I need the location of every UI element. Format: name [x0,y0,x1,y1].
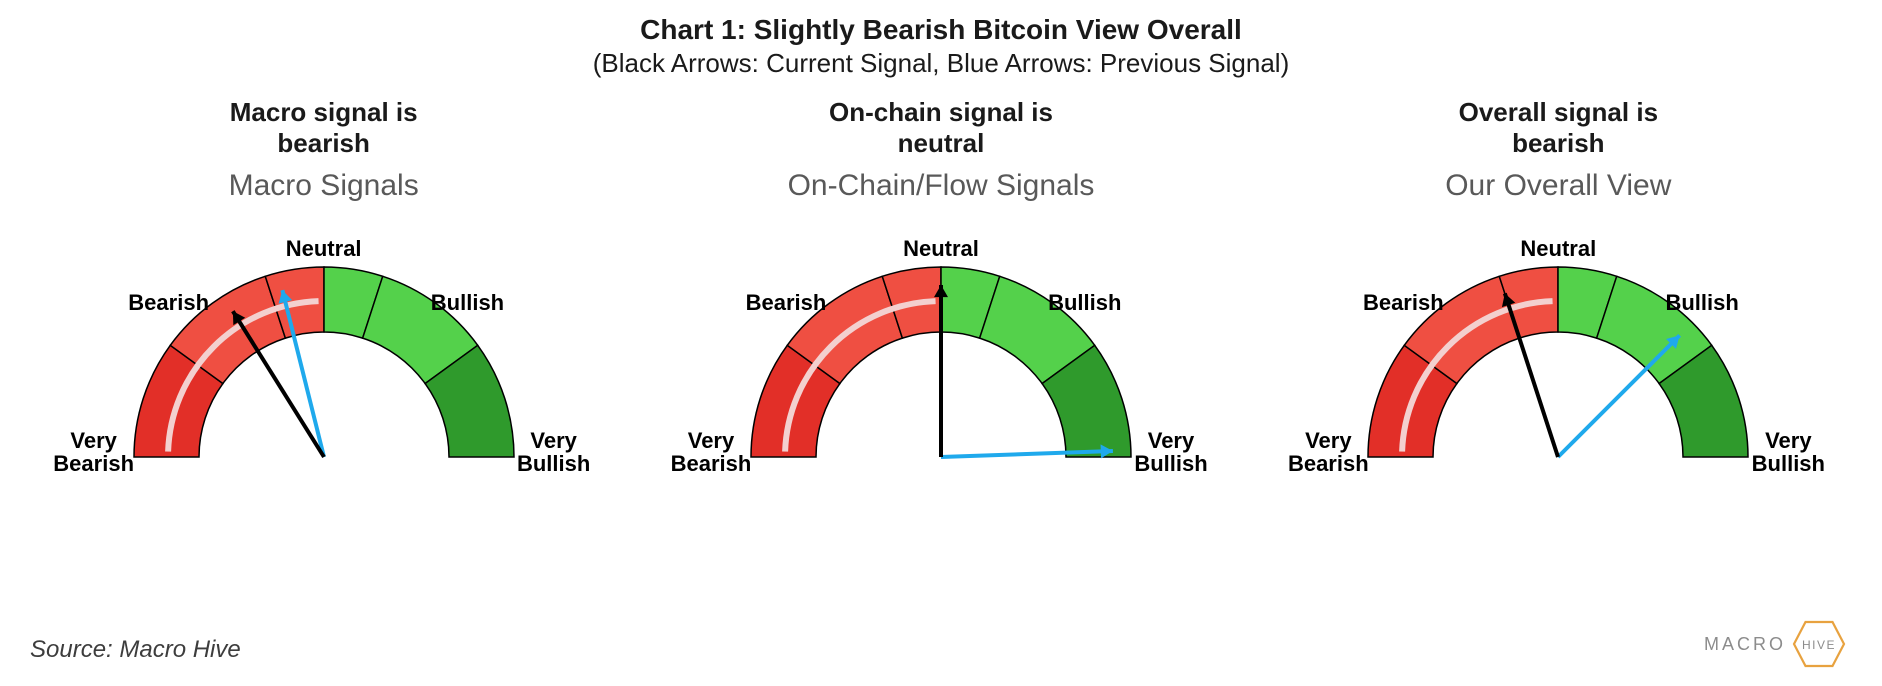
hexagon-icon: HIVE [1792,620,1846,668]
tick-very-bullish: Very Bullish [1126,429,1216,475]
logo-hex-word: HIVE [1802,638,1836,652]
tick-bearish: Bearish [124,291,214,314]
gauge-heading: On-chain signal is neutral [637,97,1244,159]
tick-very-bearish: Very Bearish [49,429,139,475]
gauge-subheading: Macro Signals [20,169,627,203]
logo-text: MACRO [1704,634,1786,655]
tick-bearish: Bearish [741,291,831,314]
gauge-macro: Macro signal is bearish Macro Signals Ve… [20,97,627,512]
gauge-heading: Macro signal is bearish [20,97,627,159]
tick-very-bullish: Very Bullish [509,429,599,475]
tick-neutral: Neutral [1508,237,1608,260]
chart-title: Chart 1: Slightly Bearish Bitcoin View O… [0,14,1882,46]
gauges-row: Macro signal is bearish Macro Signals Ve… [0,79,1882,512]
gauge-subheading: Our Overall View [1255,169,1862,203]
title-block: Chart 1: Slightly Bearish Bitcoin View O… [0,0,1882,79]
tick-very-bearish: Very Bearish [666,429,756,475]
tick-very-bullish: Very Bullish [1743,429,1833,475]
gauge-onchain: On-chain signal is neutral On-Chain/Flow… [637,97,1244,512]
gauge-heading: Overall signal is bearish [1255,97,1862,159]
tick-bullish: Bullish [1657,291,1747,314]
tick-bearish: Bearish [1358,291,1448,314]
chart-subtitle: (Black Arrows: Current Signal, Blue Arro… [0,48,1882,79]
gauge-svg-wrap: Very BearishBearishNeutralBullishVery Bu… [1293,207,1823,507]
tick-neutral: Neutral [891,237,991,260]
tick-bullish: Bullish [422,291,512,314]
tick-bullish: Bullish [1040,291,1130,314]
source-text: Source: Macro Hive [30,636,241,664]
gauge-svg-wrap: Very BearishBearishNeutralBullishVery Bu… [59,207,589,507]
gauge-svg-wrap: Very BearishBearishNeutralBullishVery Bu… [676,207,1206,507]
tick-very-bearish: Very Bearish [1283,429,1373,475]
gauge-subheading: On-Chain/Flow Signals [637,169,1244,203]
brand-logo: MACRO HIVE [1704,620,1846,668]
tick-neutral: Neutral [274,237,374,260]
gauge-overall: Overall signal is bearish Our Overall Vi… [1255,97,1862,512]
